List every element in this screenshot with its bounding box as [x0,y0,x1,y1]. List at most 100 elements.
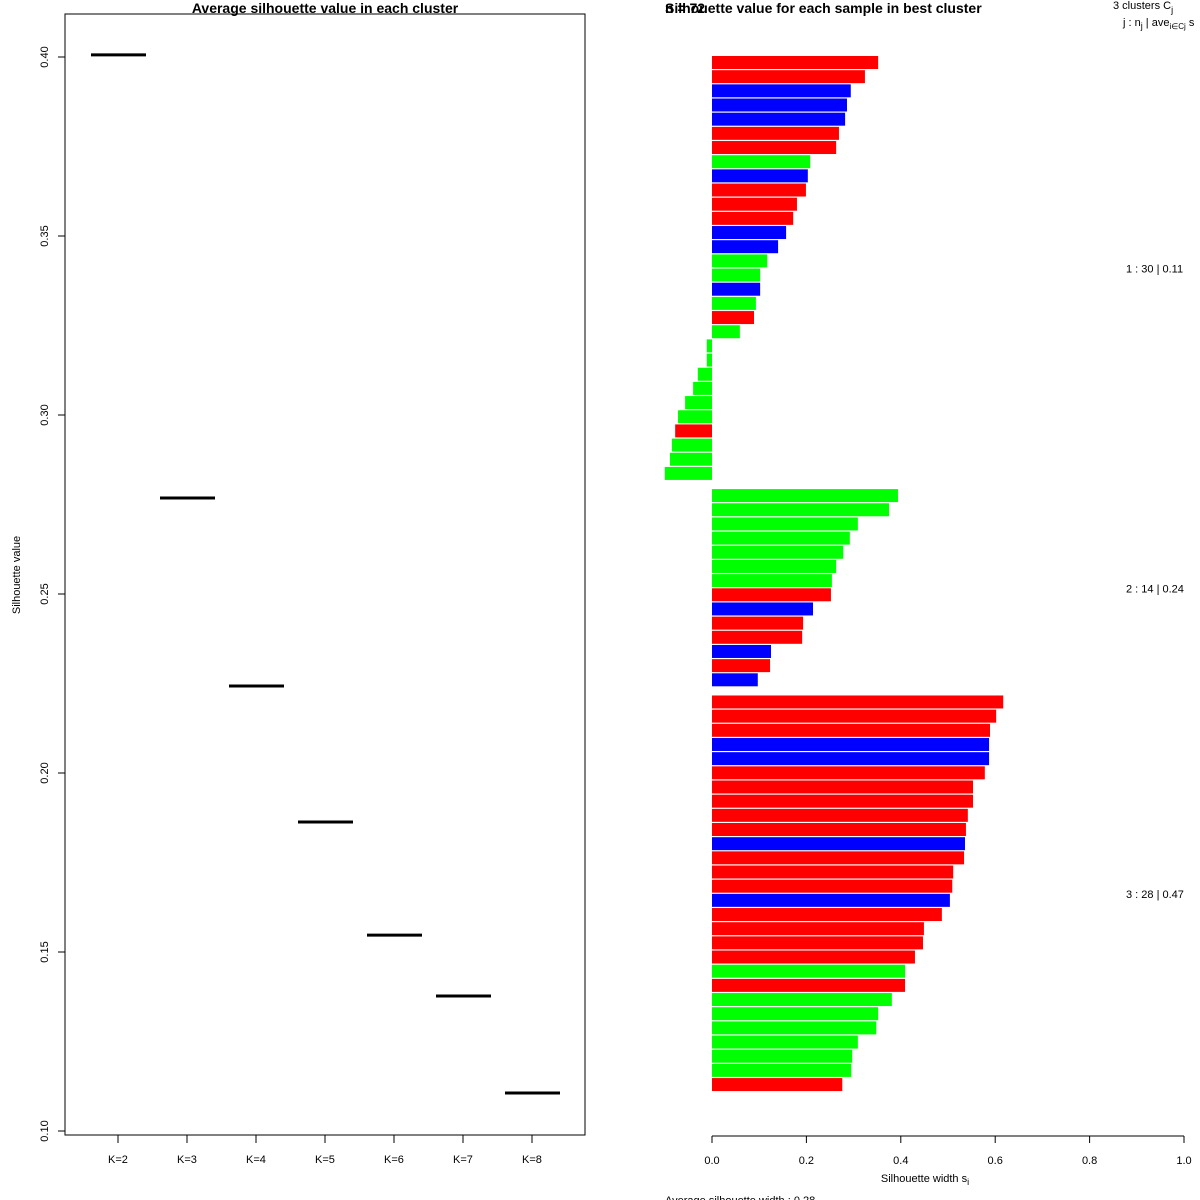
right-x-tick-label: 0.8 [1082,1155,1097,1167]
silhouette-bar [712,70,865,84]
legend-subheader-tail: s [1186,17,1195,29]
silhouette-bar [712,737,990,751]
silhouette-bar [712,673,758,687]
legend-subheader-rest: | ave [1143,17,1170,29]
silhouette-bar [712,865,954,879]
silhouette-bar [669,452,712,466]
silhouette-bar [712,197,797,211]
silhouette-bar [712,752,990,766]
left-y-tick-label: 0.25 [39,583,51,604]
silhouette-bar [712,311,755,325]
silhouette-bar [712,531,850,545]
silhouette-bar [712,559,837,573]
silhouette-bar [712,489,898,503]
left-y-axis: 0.10 0.15 0.20 0.25 0.30 0.35 0.40 [39,46,66,1142]
left-y-tick-label: 0.10 [39,1120,51,1141]
silhouette-bar [712,268,761,282]
silhouette-bar [712,1007,879,1021]
left-x-tick-label: K=6 [384,1154,404,1166]
silhouette-bar [675,424,712,438]
silhouette-bar [712,808,968,822]
silhouette-bar [712,1021,877,1035]
legend-subheader-sub: j [1140,21,1143,31]
right-x-tick-label: 0.2 [799,1155,814,1167]
silhouette-bar [712,126,839,140]
silhouette-bar [712,936,923,950]
silhouette-sample-panel: n = 72 Silhouette value for each sample … [664,0,1195,1200]
right-x-tick-label: 0.6 [988,1155,1003,1167]
silhouette-bar [712,226,787,240]
left-y-axis-label: Silhouette value [11,536,23,614]
left-x-tick-label: K=7 [453,1154,473,1166]
left-y-tick-label: 0.30 [39,404,51,425]
right-chart-title: Silhouette value for each sample in best… [665,0,982,16]
legend-subheader: j : nj | avei∈Cj s [1122,17,1195,31]
silhouette-bar [712,851,965,865]
left-x-tick-label: K=4 [246,1154,266,1166]
silhouette-bar [712,282,761,296]
left-x-tick-label: K=2 [108,1154,128,1166]
legend-header-text: 3 clusters C [1113,0,1171,12]
silhouette-bar [712,978,906,992]
right-x-tick-label: 0.4 [893,1155,908,1167]
right-x-axis: 0.0 0.2 0.4 0.6 0.8 1.0 [704,1135,1192,1167]
silhouette-bar [664,466,712,480]
silhouette-bar [712,1035,858,1049]
silhouette-bar [712,155,811,169]
silhouette-bar [712,794,974,808]
silhouette-bar [678,410,712,424]
silhouette-bar [671,438,712,452]
silhouette-bar [712,964,906,978]
silhouette-bar [712,709,997,723]
left-y-tick-label: 0.20 [39,762,51,783]
legend-subheader-text: j : n [1122,17,1141,29]
silhouette-bar [712,823,966,837]
silhouette-bar [712,84,851,98]
silhouette-bar [712,574,832,588]
silhouette-bar [712,644,771,658]
silhouette-bar [712,950,915,964]
silhouette-bar [712,325,740,339]
silhouette-bar [712,240,779,254]
silhouette-bar [712,98,847,112]
left-y-tick-label: 0.35 [39,225,51,246]
silhouette-bar [712,141,837,155]
silhouette-bar [712,780,974,794]
left-chart-title: Average silhouette value in each cluster [192,0,459,16]
legend-header-sub: j [1170,5,1173,15]
right-x-axis-label: Silhouette width si [881,1173,969,1187]
silhouette-bar [712,893,950,907]
silhouette-bar [712,993,892,1007]
legend-header: 3 clusters Cj [1113,0,1173,15]
silhouette-bar [697,367,712,381]
silhouette-bar [712,723,991,737]
silhouette-bar [712,879,953,893]
silhouette-bar [712,1049,853,1063]
legend-subheader-sub2: i∈Cj [1169,22,1186,31]
silhouette-bar [712,112,846,126]
silhouette-bar [712,588,831,602]
silhouette-bar [712,766,985,780]
silhouette-bar [712,545,844,559]
silhouette-bars [664,56,1004,1092]
silhouette-bar [712,630,803,644]
left-y-tick-label: 0.40 [39,46,51,67]
right-x-axis-label-sub: i [967,1177,969,1187]
cluster-label: 3 : 28 | 0.47 [1126,889,1184,901]
silhouette-bar [712,56,879,69]
silhouette-bar [712,169,808,183]
silhouette-bar [712,1063,852,1077]
silhouette-bar [712,659,771,673]
left-x-tick-label: K=8 [522,1154,542,1166]
silhouette-bar [712,183,806,197]
cluster-labels: 1 : 30 | 0.11 2 : 14 | 0.24 3 : 28 | 0.47 [1126,264,1184,901]
silhouette-bar [712,908,942,922]
left-plot-frame [64,13,586,1136]
average-silhouette-summary: Average silhouette width : 0.28 [665,1195,815,1200]
silhouette-bar [712,837,965,851]
silhouette-bar [693,381,712,395]
left-x-tick-label: K=5 [315,1154,335,1166]
right-chart-overlay-label: n = 72 [665,0,705,16]
cluster-label: 1 : 30 | 0.11 [1126,264,1183,276]
